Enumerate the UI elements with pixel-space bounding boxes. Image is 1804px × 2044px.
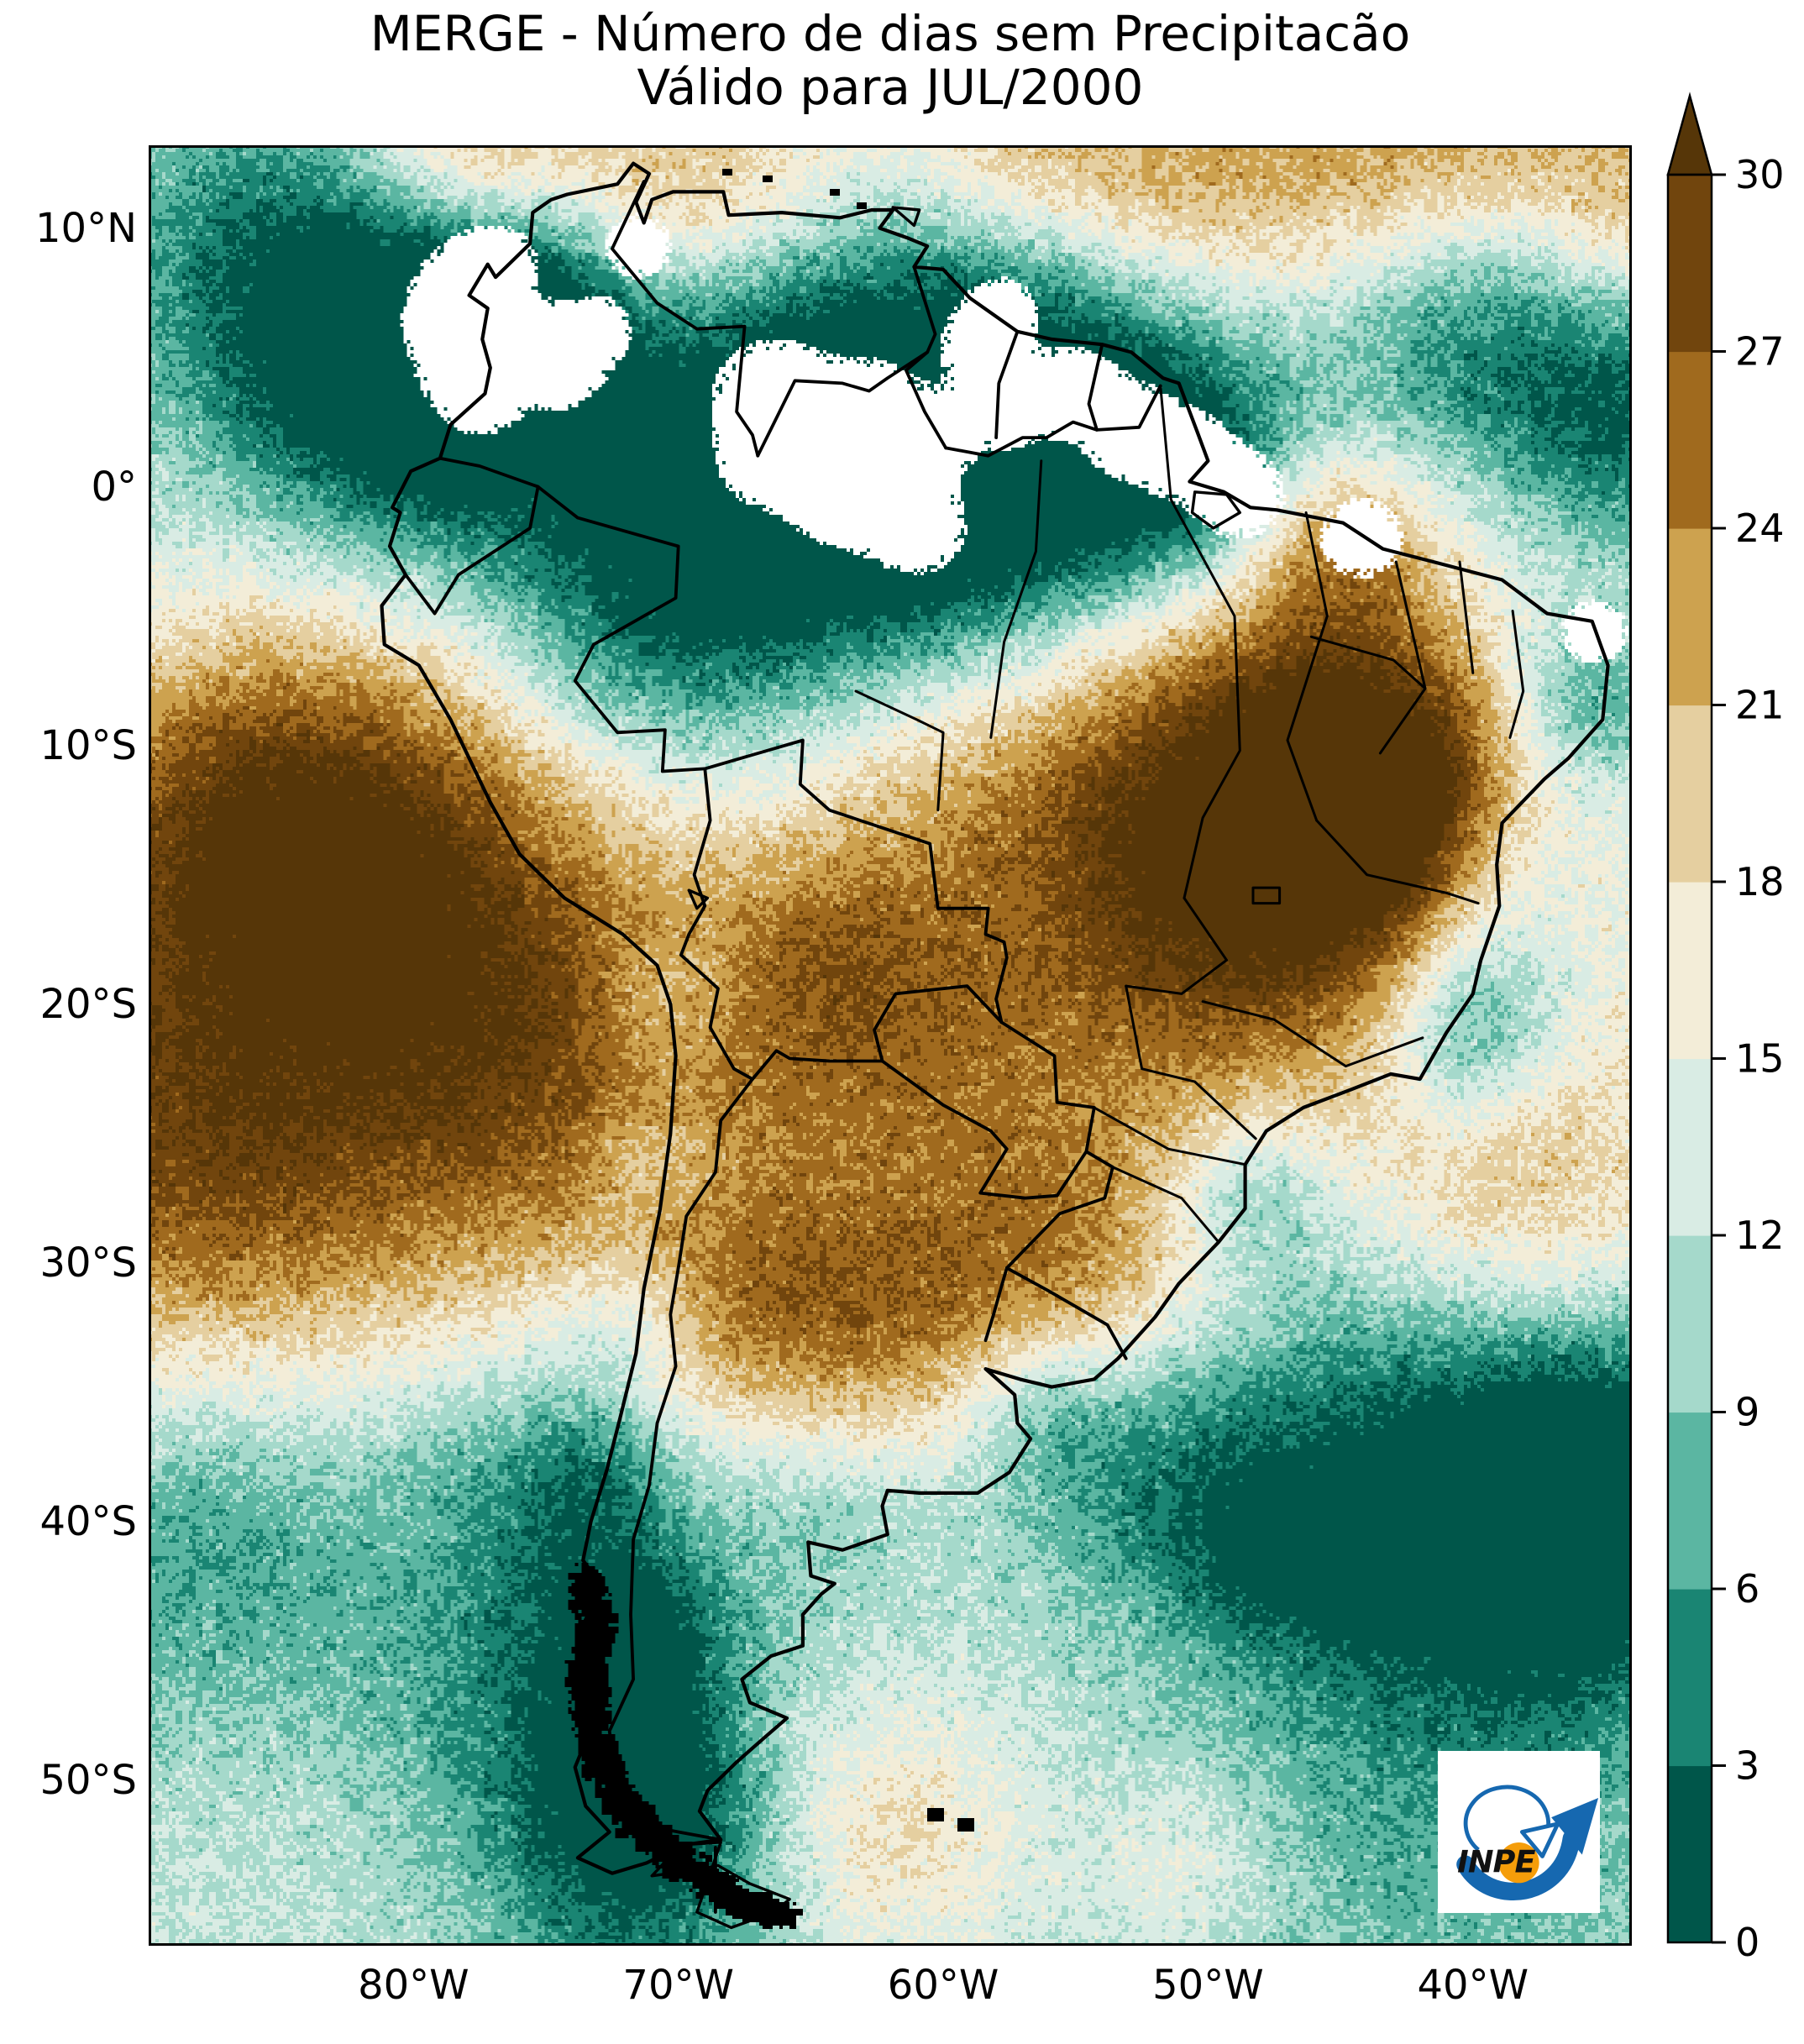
latitude-tick-label: 10°N [35,204,137,252]
national-border [944,384,1162,458]
national-border [679,767,712,957]
logo-sun-dot-icon [1498,1842,1539,1884]
national-border [880,1059,1088,1200]
national-border [607,1077,754,1842]
map-panel: INPE [149,145,1632,1946]
national-border [679,953,754,1081]
colorbar-bin [1668,882,1712,1060]
colorbar-bin [1668,175,1712,353]
island-outline [687,888,710,910]
longitude-tick-label: 80°W [358,1962,469,2009]
colorbar-tick-label: 30 [1735,152,1785,197]
national-border [994,329,1020,440]
national-border [1087,343,1104,432]
latitude-tick-label: 0° [91,463,137,511]
colorbar-bin [1668,705,1712,883]
national-border [1004,1150,1114,1270]
island-outline [650,1841,791,1930]
colorbar-bin [1668,351,1712,529]
colorbar-tick-label: 15 [1735,1036,1785,1082]
colorbar-bin [1668,528,1712,706]
colorbar-bin [1668,1765,1712,1943]
national-border [905,265,948,450]
logo-swoosh-arrow-icon [1456,1829,1581,1901]
island-outline [1190,490,1242,530]
latitude-tick-label: 40°S [39,1497,137,1545]
country-borders-overlay [380,161,1610,1930]
state-border [1315,819,1480,905]
colorbar-extend-arrow [1666,92,1713,176]
longitude-tick-label: 60°W [887,1962,999,2009]
national-border [536,485,707,773]
coastline [380,161,1610,1875]
national-border [611,180,760,458]
national-border [983,1266,1009,1343]
state-border [1125,984,1257,1140]
longitude-tick-label: 70°W [622,1962,734,2009]
latitude-axis: 10°N 0° 10°S 20°S 30°S 40°S 50°S [0,0,137,2044]
national-border [751,1049,884,1081]
logo-text: INPE [1457,1844,1535,1880]
latitude-tick-label: 50°S [39,1756,137,1804]
state-border [1286,511,1329,822]
national-border [873,984,1004,1063]
logo-orbit-arc-icon [1463,1785,1550,1852]
colorbar-bin [1668,1412,1712,1590]
national-border [756,350,930,458]
logo-swoosh-arrowhead-icon [1551,1797,1599,1855]
precipitation-field-canvas [149,145,1632,1946]
state-border [1251,886,1282,905]
colorbar-tick-label: 9 [1735,1390,1759,1435]
latitude-tick-label: 20°S [39,980,137,1028]
longitude-tick-label: 50°W [1152,1962,1264,2009]
latitude-tick-label: 10°S [39,721,137,769]
state-border [854,689,945,812]
national-border [438,456,540,489]
inpe-logo: INPE [1438,1751,1600,1913]
colorbar-tick-label: 18 [1735,859,1785,904]
figure-title-line2: Válido para JUL/2000 [637,59,1144,116]
national-border [403,485,540,616]
colorbar-tick-label: 12 [1735,1213,1785,1258]
state-border [1201,1000,1424,1068]
national-border [999,1020,1096,1154]
colorbar-tick-label: 3 [1735,1743,1759,1789]
figure-title-line1: MERGE - Número de dias sem Precipitacão [370,5,1411,62]
colorbar-tick-label: 24 [1735,506,1785,551]
latitude-tick-label: 30°S [39,1239,137,1287]
colorbar-bin [1668,1589,1712,1767]
state-border [1309,635,1427,690]
state-border [1159,385,1241,899]
colorbar-tick-label: 0 [1735,1920,1759,1965]
national-border [703,738,1009,1025]
state-border [1093,1106,1247,1166]
state-border [989,459,1043,739]
colorbar-tick-label: 21 [1735,683,1785,728]
longitude-tick-label: 40°W [1417,1962,1529,2009]
logo-orbit-arrowhead-icon [1519,1821,1560,1858]
state-border [1508,610,1525,739]
figure-title: MERGE - Número de dias sem Precipitacão … [149,7,1632,114]
colorbar-bin [1668,1058,1712,1236]
island-outline [891,206,921,228]
state-border [1458,560,1475,674]
colorbar-tick-label: 6 [1735,1566,1759,1612]
colorbar-bin [1668,1235,1712,1413]
inpe-logo-graphic: INPE [1438,1751,1600,1913]
national-border [1004,1266,1128,1360]
state-border [1111,1166,1220,1244]
colorbar-tick-label: 27 [1735,329,1785,375]
state-border [1125,896,1228,995]
